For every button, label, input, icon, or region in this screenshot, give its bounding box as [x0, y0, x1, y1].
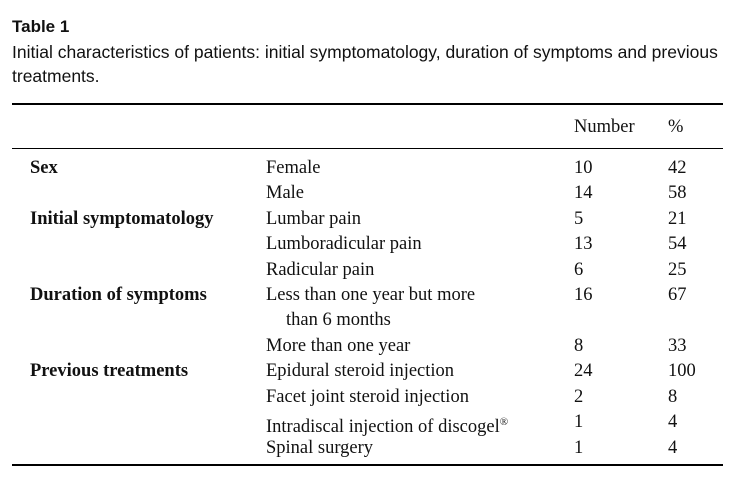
- row-number: 1: [574, 438, 584, 458]
- row-item: Epidural steroid injection: [266, 361, 455, 381]
- row-percent: 8: [668, 387, 678, 407]
- table-label: Table 1: [12, 17, 70, 36]
- row-number: 5: [574, 209, 584, 229]
- row-item: Lumboradicular pain: [266, 234, 422, 254]
- row-number: 6: [574, 260, 584, 280]
- row-percent: 54: [668, 234, 687, 254]
- row-percent: 58: [668, 183, 687, 203]
- row-item: Facet joint steroid injection: [266, 387, 469, 407]
- table-caption: Table 1 Initial characteristics of patie…: [12, 16, 724, 88]
- row-item-continuation: than 6 months: [286, 310, 391, 330]
- registered-mark: ®: [499, 416, 509, 428]
- row-item: Spinal surgery: [266, 438, 374, 458]
- row-number: 2: [574, 387, 584, 407]
- row-item: Female: [266, 158, 321, 178]
- row-percent: 21: [668, 209, 687, 229]
- row-number: 16: [574, 285, 593, 305]
- row-percent: 4: [668, 412, 678, 432]
- row-item-text: Intradiscal injection of discogel: [266, 417, 500, 437]
- row-number: 1: [574, 412, 584, 432]
- group-label-symptomatology: Initial symptomatology: [30, 209, 214, 229]
- row-item: Radicular pain: [266, 260, 375, 280]
- row-percent: 25: [668, 260, 687, 280]
- group-label-treatments: Previous treatments: [30, 361, 189, 381]
- table-header-rule: [12, 148, 723, 149]
- row-percent: 4: [668, 438, 678, 458]
- table-top-rule: [12, 103, 723, 105]
- row-number: 8: [574, 336, 584, 356]
- row-number: 24: [574, 361, 593, 381]
- row-percent: 100: [668, 361, 696, 381]
- group-label-sex: Sex: [30, 158, 58, 178]
- row-number: 14: [574, 183, 593, 203]
- row-item: Male: [266, 183, 305, 203]
- column-header-number: Number: [574, 117, 635, 137]
- row-number: 13: [574, 234, 593, 254]
- row-percent: 42: [668, 158, 687, 178]
- group-label-duration: Duration of symptoms: [30, 285, 207, 305]
- row-percent: 67: [668, 285, 687, 305]
- row-item: Intradiscal injection of discogel®: [266, 410, 508, 440]
- row-percent: 33: [668, 336, 687, 356]
- row-item: More than one year: [266, 336, 411, 356]
- table-caption-text: Initial characteristics of patients: ini…: [12, 42, 718, 86]
- row-item: Lumbar pain: [266, 209, 362, 229]
- row-number: 10: [574, 158, 593, 178]
- row-item: Less than one year but more: [266, 285, 476, 305]
- column-header-percent: %: [668, 117, 684, 137]
- table-bottom-rule: [12, 464, 723, 466]
